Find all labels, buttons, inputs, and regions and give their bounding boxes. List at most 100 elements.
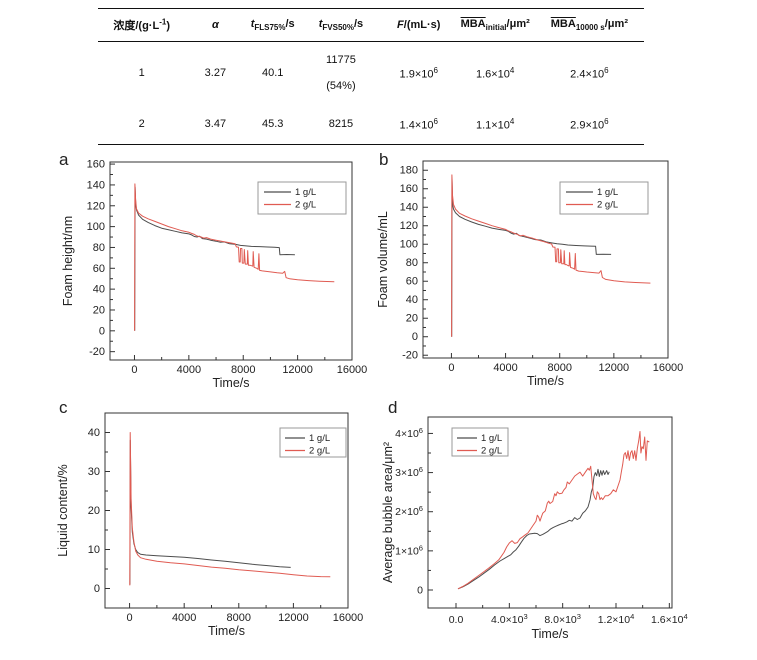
x-tick-label: 12000 [278, 612, 309, 624]
table-row: 2 3.47 45.3 8215 1.4×106 1.1×104 2.9×106 [98, 104, 644, 145]
table-cell: 1.4×106 [399, 116, 438, 132]
x-axis-label: Time/s [527, 374, 564, 388]
legend-label: 1 g/L [295, 187, 316, 198]
y-tick-label: 20 [406, 313, 418, 325]
series-line-2-g-L [134, 183, 335, 331]
chart-d-average-bubble-area: 0.0 4.0×103 8.0×103 1.2×104 1.6×104 0 1×106 2×1… [381, 416, 688, 641]
legend-label: 1 g/L [309, 433, 330, 444]
legend-box [559, 181, 649, 215]
legend-box [257, 181, 347, 215]
table-cell: 1.1×104 [475, 116, 515, 132]
plot-frame [427, 416, 673, 609]
y-tick-label: 160 [87, 159, 105, 171]
x-tick-label: 0 [127, 612, 133, 624]
chart-c-liquid-content: 0 4000 8000 12000 16000 0 10 20 30 40 1 g/L 2 g/L Ti… [56, 412, 363, 638]
table-cell: 1.6×104 [475, 65, 515, 81]
panel-letter-c: c [59, 398, 68, 417]
table-cell: 2.9×106 [570, 116, 609, 132]
panel-letter-a: a [59, 150, 69, 169]
x-tick-label: 4000 [493, 362, 517, 374]
series-line-1-g-L [457, 468, 610, 590]
x-axis-label: Time/s [208, 624, 245, 638]
legend-box [279, 427, 347, 458]
legend-label: 2 g/L [295, 200, 316, 211]
x-tick-label: 12000 [282, 364, 313, 376]
y-tick-label: -20 [402, 350, 418, 362]
x-tick-label: 1.6×104 [651, 612, 688, 626]
y-tick-label: 0 [417, 584, 423, 596]
y-tick-label: 120 [87, 200, 105, 212]
x-tick-label: 0 [448, 362, 454, 374]
table-cell: 3.47 [204, 118, 227, 130]
y-tick-label: 20 [93, 304, 105, 316]
x-tick-label: 12000 [599, 362, 630, 374]
table-header-cell: tFLS75%/s [245, 8, 300, 42]
table-header-cell: tFVS50%/s [300, 8, 382, 42]
series-line-2-g-L [451, 174, 651, 337]
table-row: 1 3.27 40.1 11775 (54%) 1.9×106 1.6×104 2… [98, 42, 644, 105]
y-tick-label: 140 [400, 202, 418, 214]
plot-frame [422, 160, 669, 359]
x-tick-label: 16000 [653, 362, 684, 374]
table-cell: 45.3 [261, 118, 284, 130]
table-cell: 1.9×106 [399, 65, 438, 81]
x-tick-label: 8000 [547, 362, 571, 374]
y-axis-label: Foam height/nm [61, 216, 75, 306]
y-tick-label: 0 [412, 331, 418, 343]
y-axis-label: Liquid content/% [56, 464, 70, 556]
x-tick-label: 4000 [172, 612, 196, 624]
table-header-cell: 浓度/(g·L-1) [98, 8, 186, 42]
table-cell: 2.4×106 [570, 65, 609, 81]
y-tick-label: 40 [93, 284, 105, 296]
table-cell: 8215 [328, 118, 354, 130]
table-header-cell: α [185, 8, 246, 42]
x-tick-label: 16000 [337, 364, 368, 376]
legend-label: 1 g/L [597, 187, 618, 198]
y-tick-label: 180 [400, 165, 418, 177]
y-tick-label: 40 [88, 427, 100, 439]
x-tick-label: 1.2×104 [598, 612, 635, 626]
panel-letter-b: b [379, 150, 389, 169]
y-tick-label: 3×106 [395, 465, 423, 479]
parameters-table: 浓度/(g·L-1) α tFLS75%/s tFVS50%/s F/(mL·s… [98, 8, 644, 145]
x-tick-label: 0.0 [449, 614, 464, 626]
table-cell: 1 [138, 67, 145, 79]
y-tick-label: -20 [89, 346, 105, 358]
x-tick-label: 8000 [231, 364, 255, 376]
y-tick-label: 30 [88, 466, 100, 478]
x-tick-label: 8.0×103 [544, 612, 581, 626]
series-line-2-g-L [457, 431, 650, 590]
table-header-cell: MBA10000 s/μm² [534, 8, 644, 42]
y-axis-label: Average bubble area/μm² [381, 442, 395, 583]
x-axis-label: Time/s [212, 376, 249, 390]
y-tick-label: 10 [88, 544, 100, 556]
y-tick-label: 140 [87, 179, 105, 191]
plot-frame [109, 161, 353, 361]
y-tick-label: 0 [99, 325, 105, 337]
table-cell: 11775 (54%) [326, 54, 356, 92]
table-cell: 2 [138, 118, 145, 130]
series-line-1-g-L [129, 439, 291, 585]
table-header-cell: MBAinitial/μm² [455, 8, 535, 42]
legend-label: 2 g/L [597, 200, 618, 211]
y-tick-label: 160 [400, 183, 418, 195]
table-header-cell: F/(mL·s) [381, 8, 456, 42]
chart-a-foam-height: 0 4000 8000 12000 16000 -20 0 20 40 60 80 100 120 140… [61, 159, 367, 390]
legend-box [451, 427, 509, 457]
table-cell: 40.1 [261, 67, 284, 79]
y-tick-label: 2×106 [395, 504, 423, 518]
panel-letter-d: d [388, 398, 398, 417]
table-header-row: 浓度/(g·L-1) α tFLS75%/s tFVS50%/s F/(mL·s… [98, 8, 644, 42]
legend-label: 2 g/L [481, 446, 502, 457]
series-line-1-g-L [134, 186, 295, 331]
y-tick-label: 4×106 [395, 426, 423, 440]
series-line-2-g-L [129, 432, 331, 586]
y-tick-label: 120 [400, 220, 418, 232]
y-tick-label: 100 [87, 221, 105, 233]
y-tick-label: 80 [93, 242, 105, 254]
y-tick-label: 1×106 [395, 543, 423, 557]
x-tick-label: 16000 [333, 612, 364, 624]
x-tick-label: 0 [131, 364, 137, 376]
y-tick-label: 20 [88, 505, 100, 517]
